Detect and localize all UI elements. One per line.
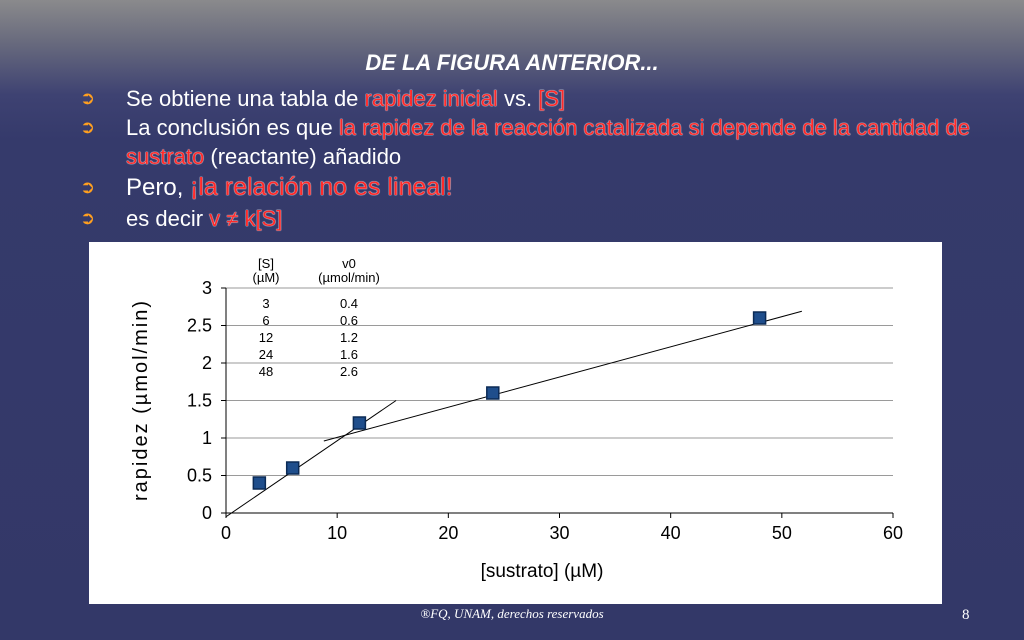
- x-tick-label: 60: [883, 523, 903, 543]
- arrow-bullet-icon: ➲: [80, 208, 96, 229]
- bullet-highlight: [S]: [538, 86, 566, 111]
- table-header-unit: (µM): [253, 270, 280, 285]
- y-tick-label: 1.5: [187, 391, 212, 411]
- table-header-unit: (µmol/min): [318, 270, 380, 285]
- table-cell: 1.2: [340, 330, 358, 345]
- y-tick-label: 0: [202, 503, 212, 523]
- bullet-list: ➲ Se obtiene una tabla de rapidez inicia…: [80, 84, 980, 233]
- x-tick-label: 0: [221, 523, 231, 543]
- bullet-highlight: la rapidez de la reacción catalizada si …: [126, 115, 970, 169]
- bullet-text: (reactante) añadido: [204, 144, 402, 169]
- x-tick-label: 50: [772, 523, 792, 543]
- table-cell: 2.6: [340, 364, 358, 379]
- arrow-bullet-icon: ➲: [80, 88, 96, 109]
- bullet-text: Pero,: [126, 174, 191, 201]
- y-tick-label: 2.5: [187, 316, 212, 336]
- data-point: [285, 461, 300, 475]
- table-cell: 3: [262, 296, 269, 311]
- table-cell: 0.6: [340, 313, 358, 328]
- bullet-highlight: rapidez inicial: [364, 86, 498, 111]
- y-tick-label: 1: [202, 428, 212, 448]
- y-tick-label: 0.5: [187, 466, 212, 486]
- chart-panel: 0 0.5 1 1.5 2 2.5 3 0 10 20 30 40 50 60 [S] (µM) v0 (µmo…: [89, 242, 942, 604]
- bullet-text: vs.: [497, 86, 539, 111]
- y-tick-label: 3: [202, 278, 212, 298]
- x-tick-label: 20: [438, 523, 458, 543]
- trend-line: [225, 400, 397, 518]
- bullet-item: ➲ Pero, ¡la relación no es lineal!: [80, 171, 980, 204]
- slide-title: DE LA FIGURA ANTERIOR...: [365, 50, 659, 75]
- x-axis-label: [sustrato] (µM): [481, 561, 604, 582]
- x-tick-label: 30: [549, 523, 569, 543]
- bullet-highlight: v ≠ k[S]: [209, 206, 283, 231]
- scatter-chart: 00.511.522.530 10 20 30 40 50 60 [S](µM)v0(µmo…: [130, 256, 903, 582]
- table-header: v0: [342, 256, 356, 271]
- trend-line: [323, 310, 802, 442]
- bullet-item: ➲ es decir v ≠ k[S]: [80, 204, 980, 233]
- table-cell: 6: [262, 313, 269, 328]
- data-point: [752, 311, 767, 325]
- bullet-highlight: ¡la relación no es lineal!: [190, 173, 453, 201]
- data-point: [486, 386, 500, 400]
- table-cell: 12: [259, 330, 273, 345]
- x-tick-label: 10: [327, 523, 347, 543]
- bullet-text: La conclusión es que: [126, 115, 339, 140]
- y-tick-label: 2: [202, 353, 212, 373]
- table-cell: 48: [259, 364, 273, 379]
- page-number: 8: [962, 607, 970, 623]
- bullet-item: ➲ Se obtiene una tabla de rapidez inicia…: [80, 84, 980, 113]
- table-cell: 1.6: [340, 347, 358, 362]
- bullet-text: es decir: [126, 206, 210, 231]
- x-tick-label: 40: [661, 523, 681, 543]
- table-header: [S]: [258, 256, 274, 271]
- footer-copyright: ®FQ, UNAM, derechos reservados: [420, 606, 604, 621]
- arrow-bullet-icon: ➲: [80, 177, 96, 198]
- data-point: [352, 416, 367, 430]
- bullet-text: Se obtiene una tabla de: [126, 86, 365, 111]
- table-cell: 24: [259, 347, 273, 362]
- bullet-item: ➲ La conclusión es que la rapidez de la …: [80, 113, 980, 171]
- y-axis-label: rapidez (µmol/min): [130, 299, 152, 501]
- data-point: [252, 476, 267, 490]
- table-cell: 0.4: [340, 296, 358, 311]
- arrow-bullet-icon: ➲: [80, 117, 96, 138]
